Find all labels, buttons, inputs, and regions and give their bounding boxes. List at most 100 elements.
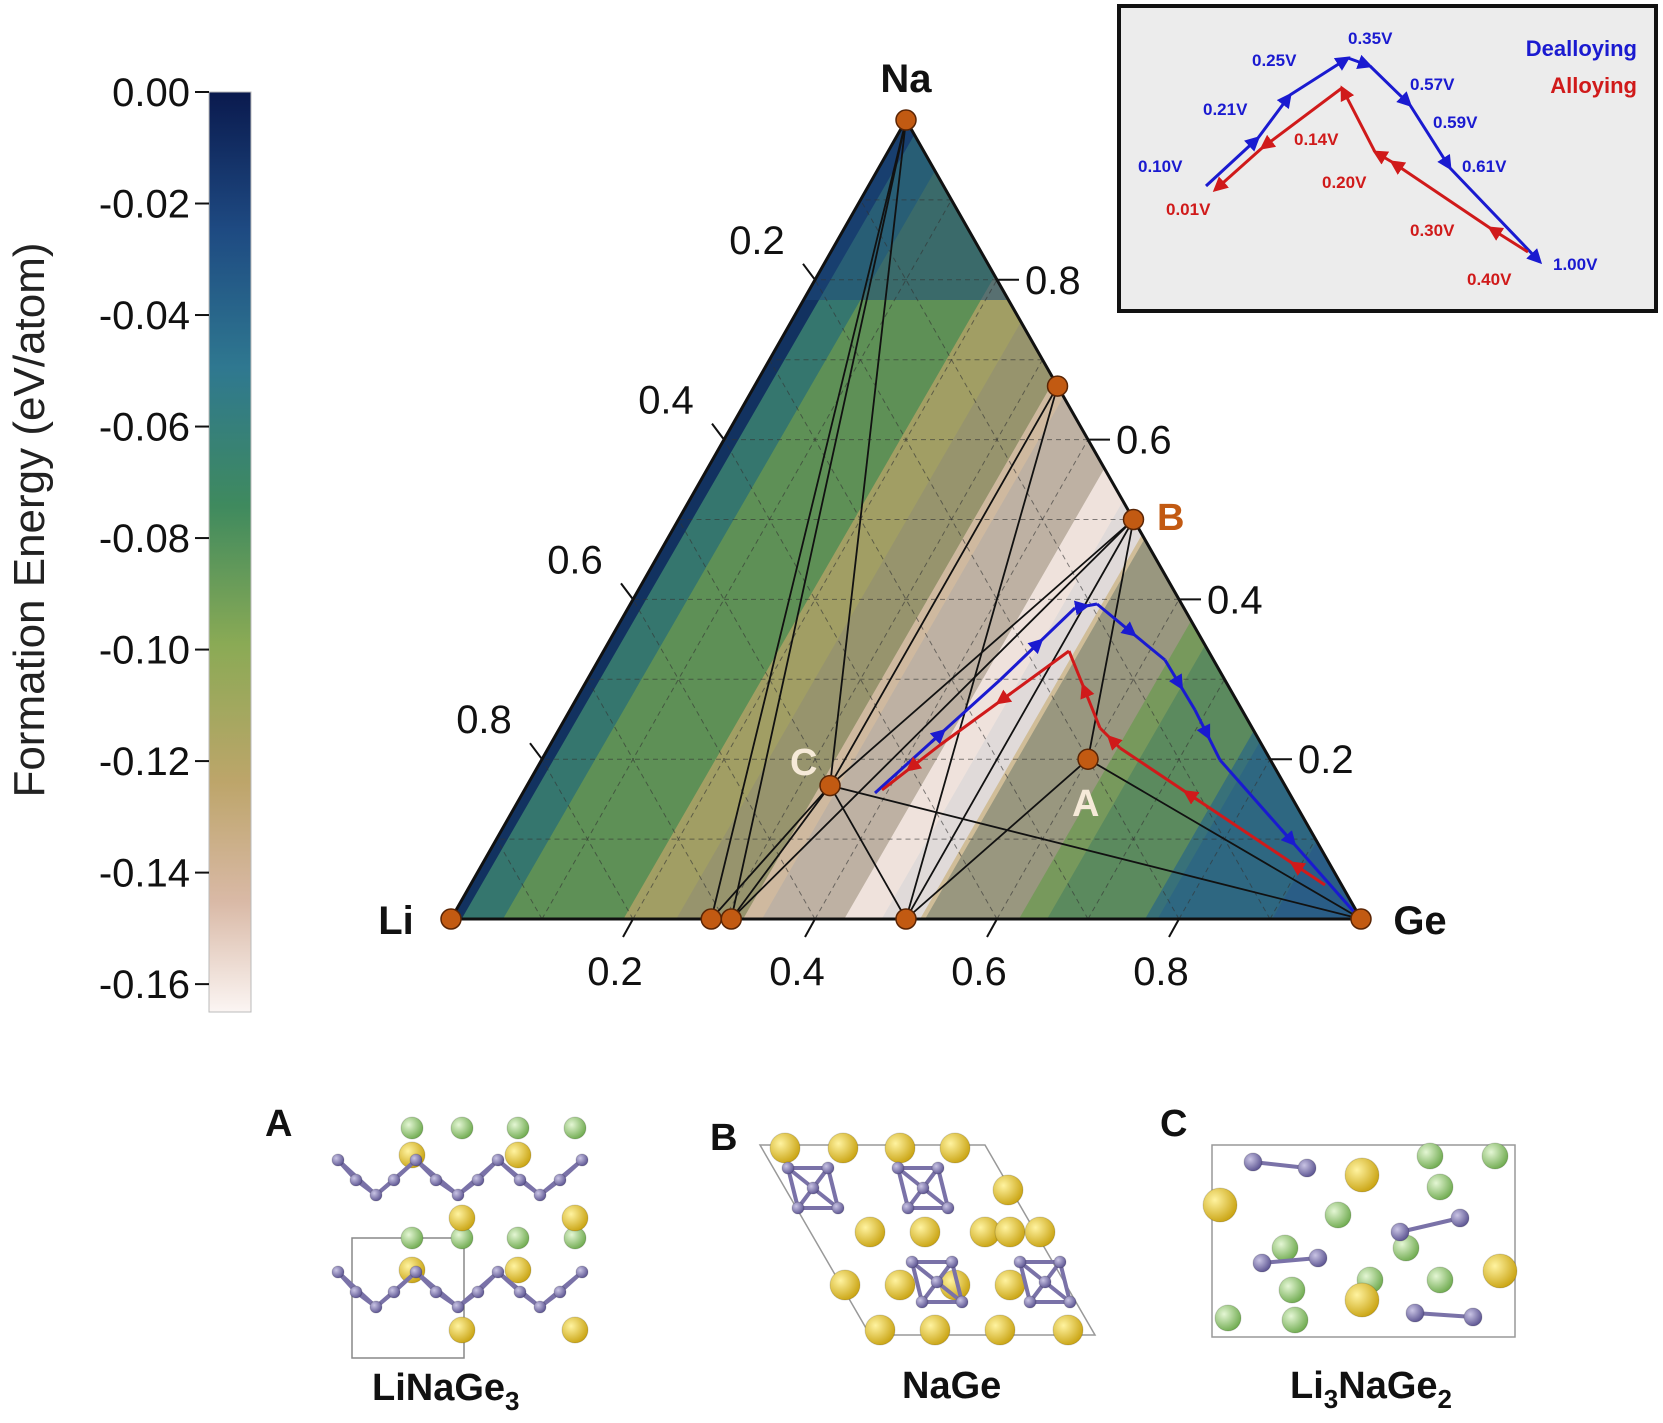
atom bbox=[409, 1265, 423, 1279]
colorbar-tick-label: 0.00 bbox=[112, 71, 190, 115]
atom bbox=[854, 1216, 886, 1248]
tie-line bbox=[829, 385, 1059, 787]
axis-tick-label: 0.4 bbox=[769, 950, 825, 994]
atom bbox=[1214, 1304, 1242, 1332]
atom bbox=[864, 1314, 896, 1346]
atom bbox=[506, 1116, 530, 1140]
atom bbox=[1482, 1253, 1518, 1289]
atom bbox=[1243, 1152, 1263, 1172]
atom bbox=[561, 1316, 589, 1344]
dealloying-voltage-label: 0.25V bbox=[1252, 51, 1297, 70]
structure-a-linage3 bbox=[331, 1116, 589, 1359]
inset-path-segment bbox=[1289, 56, 1351, 97]
axis-tick-mark bbox=[802, 263, 816, 281]
atom bbox=[992, 1174, 1024, 1206]
vertex-label-ge: Ge bbox=[1393, 899, 1446, 943]
atom bbox=[575, 1265, 589, 1279]
grid-line bbox=[632, 279, 998, 919]
alloying-voltage-label: 0.40V bbox=[1467, 270, 1512, 289]
alloying-path-arrow bbox=[1080, 682, 1095, 700]
tie-line bbox=[905, 758, 1089, 920]
inset-path-segment bbox=[1487, 226, 1529, 254]
axis-tick-label: 0.6 bbox=[1116, 419, 1172, 463]
atom bbox=[451, 1188, 465, 1202]
bond bbox=[1058, 1260, 1072, 1304]
atom bbox=[533, 1300, 547, 1314]
atom bbox=[919, 1314, 951, 1346]
colorbar-label: Formation Energy (eV/atom) bbox=[5, 242, 54, 797]
atom bbox=[884, 1132, 916, 1164]
energy-band bbox=[862, 196, 1361, 919]
atom bbox=[806, 1181, 820, 1195]
bond bbox=[1398, 1216, 1462, 1234]
inset-path-segment bbox=[1259, 86, 1343, 150]
atom bbox=[1252, 1253, 1272, 1273]
tie-line bbox=[710, 784, 831, 920]
atom bbox=[533, 1188, 547, 1202]
bond bbox=[910, 1260, 924, 1304]
atom bbox=[1052, 1314, 1084, 1346]
alloying-path-arrow bbox=[995, 689, 1013, 705]
alloying-voltage-label: 0.30V bbox=[1410, 221, 1455, 240]
atom bbox=[1426, 1266, 1454, 1294]
atom bbox=[349, 1173, 363, 1187]
atom bbox=[939, 1132, 971, 1164]
atom bbox=[901, 1201, 915, 1215]
point-label-c: C bbox=[790, 742, 817, 784]
alloying-voltage-label: 0.20V bbox=[1322, 173, 1367, 192]
dealloying-voltage-label: 0.35V bbox=[1348, 29, 1393, 48]
atom bbox=[1023, 1295, 1037, 1309]
inset-path-segment bbox=[1347, 54, 1373, 69]
atom bbox=[1324, 1201, 1352, 1229]
atom bbox=[506, 1226, 530, 1250]
point-label-a: A bbox=[1072, 783, 1099, 825]
stable-phase-point bbox=[819, 774, 841, 797]
bond bbox=[1018, 1260, 1032, 1304]
atom bbox=[1450, 1208, 1470, 1228]
panel-label-b: B bbox=[710, 1117, 737, 1159]
formula-c: Li3NaGe2 bbox=[1290, 1365, 1452, 1414]
tie-line bbox=[829, 518, 1135, 787]
atom bbox=[831, 1201, 845, 1215]
inset-path-segment bbox=[1368, 64, 1413, 108]
atom bbox=[994, 1216, 1026, 1248]
structure-b-nage bbox=[758, 1132, 1097, 1346]
alloying-voltage-label: 0.14V bbox=[1294, 130, 1339, 149]
colorbar-tick-label: -0.10 bbox=[99, 629, 190, 673]
atom bbox=[905, 1255, 919, 1269]
axis-tick-mark bbox=[711, 423, 725, 441]
atom bbox=[791, 1201, 805, 1215]
atom bbox=[563, 1116, 587, 1140]
field-top-shade bbox=[800, 120, 1010, 300]
atom bbox=[400, 1116, 424, 1140]
atom bbox=[1053, 1255, 1067, 1269]
axis-tick-label: 0.8 bbox=[456, 698, 512, 742]
legend-dealloying: Dealloying bbox=[1526, 36, 1637, 61]
axis-tick-mark bbox=[622, 918, 634, 938]
atom bbox=[429, 1173, 443, 1187]
atom bbox=[915, 1295, 929, 1309]
axis-tick-label: 0.2 bbox=[729, 219, 785, 263]
inset-path-segment bbox=[1372, 150, 1393, 165]
axis-tick-mark bbox=[529, 742, 543, 760]
atom bbox=[1038, 1275, 1052, 1289]
inset-path-segment bbox=[1448, 166, 1543, 265]
atom bbox=[1344, 1282, 1380, 1318]
inset-path-segment bbox=[1340, 85, 1377, 153]
bond bbox=[1251, 1160, 1309, 1170]
vertex-label-li: Li bbox=[378, 899, 414, 943]
atom bbox=[931, 1161, 945, 1175]
axis-tick-label: 0.4 bbox=[1207, 578, 1263, 622]
atom bbox=[821, 1161, 835, 1175]
grid-line bbox=[541, 199, 952, 919]
dealloying-path-arrow bbox=[1196, 723, 1211, 741]
atom bbox=[491, 1265, 505, 1279]
atom bbox=[891, 1161, 905, 1175]
colorbar-tick-label: -0.14 bbox=[99, 852, 190, 896]
dealloying-path-arrow bbox=[1120, 621, 1137, 637]
voltage-inset: 0.10V 0.21V 0.25V 0.35V 0.57V 0.59V 0.61V 1.00V… bbox=[1117, 4, 1658, 313]
atom bbox=[504, 1141, 532, 1169]
bond bbox=[786, 1166, 800, 1210]
formula-a: LiNaGe3 bbox=[372, 1367, 520, 1416]
atom bbox=[1278, 1276, 1306, 1304]
